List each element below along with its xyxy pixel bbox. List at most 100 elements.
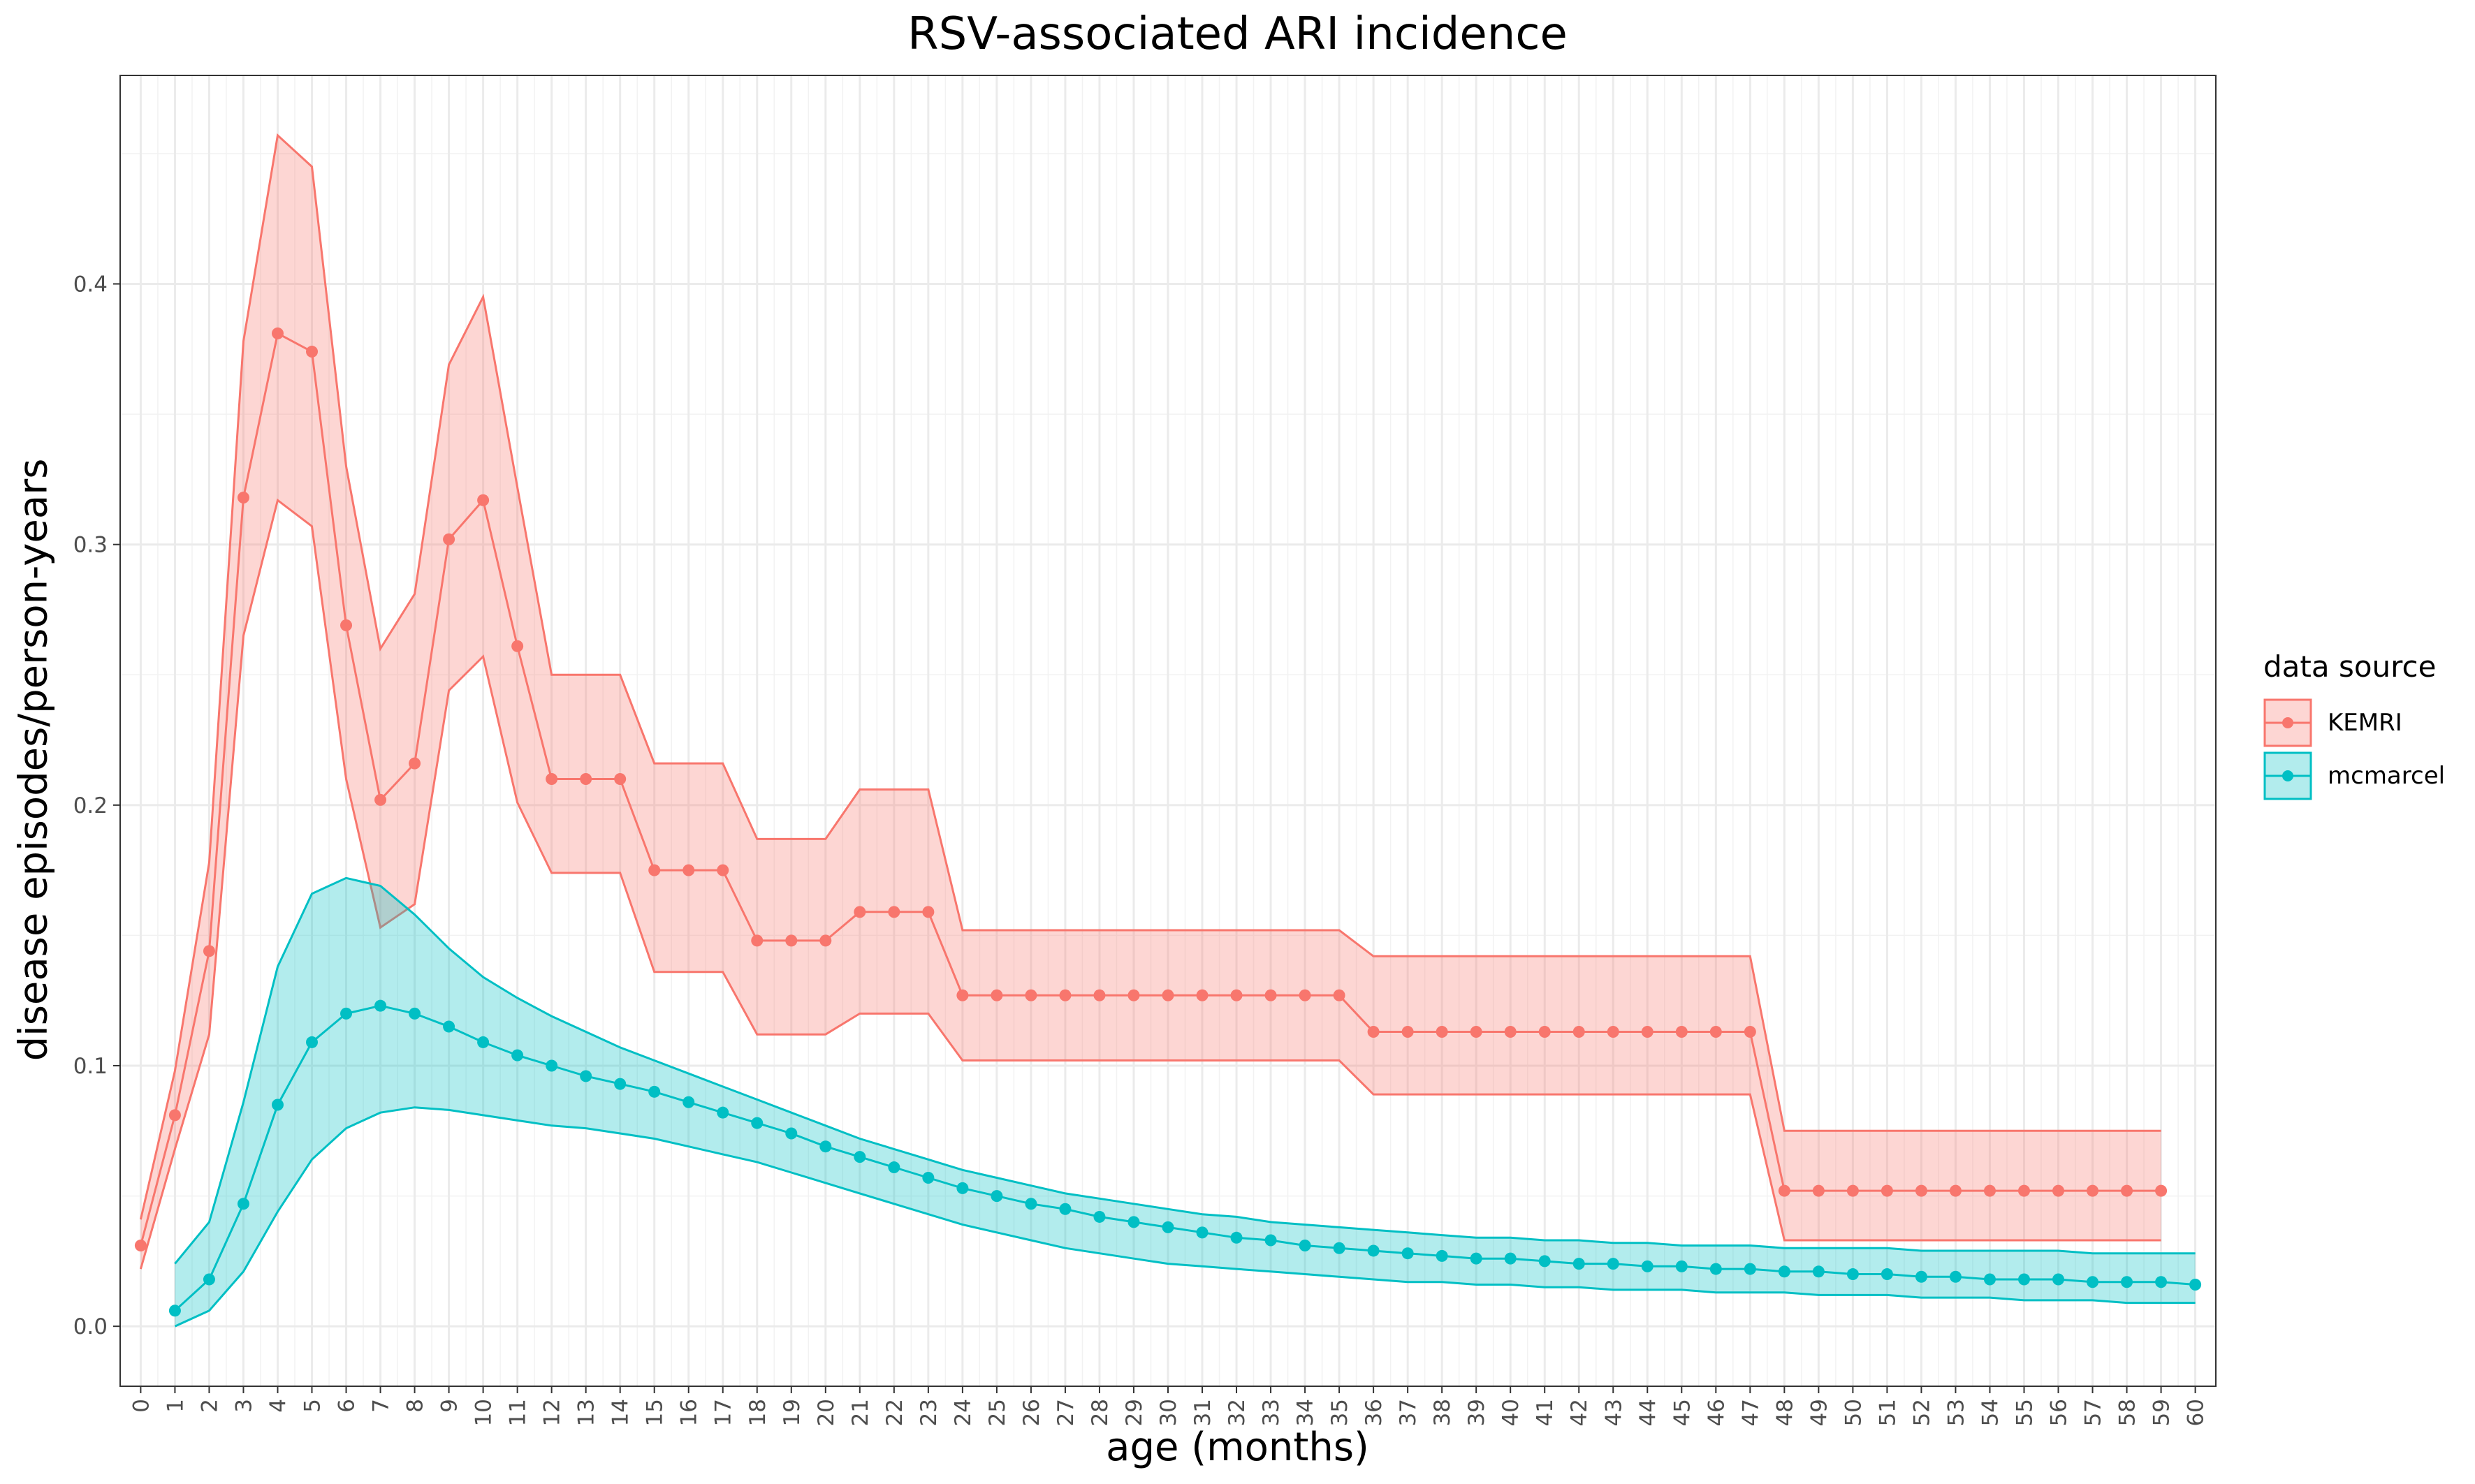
axes: 0.00.10.20.30.40 1 2 3 4 5 6 7 8 9 10 11 12 13 14 15 16 1… [73, 272, 2209, 1427]
x-tick-label: 11 [506, 1399, 531, 1426]
data-point-kemri [2087, 1184, 2099, 1197]
x-axis-label: age (months) [1106, 1425, 1369, 1470]
x-tick-label: 19 [780, 1399, 805, 1426]
y-tick-label: 0.0 [73, 1314, 108, 1339]
data-point-kemri [306, 346, 319, 358]
data-point-mcmarcel [2189, 1278, 2202, 1291]
x-tick-label: 26 [1019, 1399, 1044, 1426]
data-point-mcmarcel [1915, 1270, 1927, 1283]
x-tick-label: 48 [1772, 1399, 1797, 1426]
data-point-kemri [1538, 1026, 1551, 1038]
x-tick-label: 57 [2081, 1399, 2106, 1426]
data-point-kemri [1367, 1026, 1380, 1038]
y-tick-label: 0.1 [73, 1054, 108, 1079]
data-point-kemri [991, 989, 1003, 1001]
data-point-mcmarcel [991, 1190, 1003, 1203]
data-point-kemri [1299, 989, 1311, 1001]
x-tick-label: 8 [403, 1399, 428, 1413]
data-point-mcmarcel [340, 1007, 353, 1020]
data-point-kemri [134, 1239, 147, 1251]
x-tick-label: 37 [1396, 1399, 1421, 1426]
x-tick-label: 35 [1327, 1399, 1352, 1426]
y-tick-label: 0.3 [73, 533, 108, 558]
x-tick-label: 55 [2012, 1399, 2037, 1426]
data-point-kemri [1025, 989, 1037, 1001]
data-point-mcmarcel [922, 1171, 935, 1184]
data-point-kemri [1641, 1026, 1653, 1038]
data-point-kemri [340, 619, 353, 631]
data-point-mcmarcel [1162, 1221, 1174, 1233]
y-tick-label: 0.2 [73, 793, 108, 818]
x-tick-label: 38 [1430, 1399, 1455, 1426]
data-point-mcmarcel [409, 1007, 421, 1020]
x-tick-label: 52 [1909, 1399, 1934, 1426]
data-point-kemri [374, 793, 387, 806]
data-point-kemri [1744, 1026, 1756, 1038]
data-point-mcmarcel [1025, 1198, 1037, 1210]
data-point-mcmarcel [1264, 1234, 1277, 1247]
data-point-mcmarcel [1059, 1203, 1072, 1215]
data-point-kemri [168, 1109, 181, 1122]
data-point-mcmarcel [1675, 1260, 1688, 1272]
data-point-mcmarcel [1196, 1226, 1209, 1239]
data-point-mcmarcel [1949, 1270, 1962, 1283]
x-tick-label: 17 [711, 1399, 736, 1426]
data-point-kemri [648, 864, 661, 876]
data-point-mcmarcel [1401, 1247, 1414, 1260]
data-point-kemri [1436, 1026, 1448, 1038]
data-point-mcmarcel [1709, 1263, 1722, 1275]
data-point-mcmarcel [751, 1117, 764, 1129]
x-tick-label: 29 [1122, 1399, 1147, 1426]
data-point-mcmarcel [1572, 1258, 1585, 1270]
data-point-kemri [1709, 1026, 1722, 1038]
x-tick-label: 53 [1943, 1399, 1969, 1426]
x-tick-label: 36 [1361, 1399, 1387, 1426]
x-tick-label: 60 [2184, 1399, 2209, 1426]
x-tick-label: 28 [1088, 1399, 1113, 1426]
x-tick-label: 41 [1533, 1399, 1558, 1426]
data-point-kemri [2052, 1184, 2065, 1197]
data-point-kemri [819, 934, 832, 947]
x-tick-label: 32 [1225, 1399, 1250, 1426]
data-point-mcmarcel [1367, 1244, 1380, 1257]
ribbon-kemri [140, 135, 2161, 1270]
x-tick-label: 5 [300, 1399, 326, 1413]
x-tick-label: 56 [2047, 1399, 2072, 1426]
data-point-kemri [1264, 989, 1277, 1001]
data-point-kemri [1675, 1026, 1688, 1038]
legend-item-kemri: KEMRI [2263, 696, 2445, 749]
legend-label-mcmarcel: mcmarcel [2328, 762, 2446, 790]
data-point-mcmarcel [888, 1161, 900, 1174]
x-tick-label: 44 [1635, 1399, 1660, 1426]
legend-label-kemri: KEMRI [2328, 709, 2402, 737]
x-tick-label: 40 [1498, 1399, 1524, 1426]
legend-key-kemri [2263, 698, 2312, 747]
data-point-mcmarcel [1881, 1268, 1893, 1281]
data-point-kemri [888, 906, 900, 918]
data-point-kemri [614, 773, 627, 786]
x-tick-label: 12 [540, 1399, 565, 1426]
x-tick-label: 2 [197, 1399, 222, 1413]
data-point-kemri [1812, 1184, 1825, 1197]
data-point-mcmarcel [1538, 1255, 1551, 1268]
data-point-mcmarcel [271, 1099, 284, 1111]
data-point-kemri [443, 533, 455, 545]
data-point-mcmarcel [682, 1096, 695, 1108]
data-point-mcmarcel [819, 1140, 832, 1153]
data-point-kemri [1059, 989, 1072, 1001]
data-point-mcmarcel [203, 1273, 215, 1286]
x-tick-label: 3 [231, 1399, 256, 1413]
data-point-kemri [717, 864, 729, 876]
ribbon-upper-kemri [139, 133, 2161, 1220]
data-point-kemri [922, 906, 935, 918]
legend-key-mcmarcel [2263, 751, 2312, 800]
x-tick-label: 23 [917, 1399, 942, 1426]
x-tick-label: 20 [814, 1399, 839, 1426]
data-point-mcmarcel [2017, 1273, 2030, 1286]
data-point-kemri [1607, 1026, 1619, 1038]
x-tick-label: 34 [1293, 1399, 1318, 1426]
data-point-mcmarcel [2052, 1273, 2065, 1286]
data-point-mcmarcel [717, 1106, 729, 1119]
data-point-mcmarcel [2121, 1276, 2133, 1288]
x-tick-label: 50 [1841, 1399, 1866, 1426]
